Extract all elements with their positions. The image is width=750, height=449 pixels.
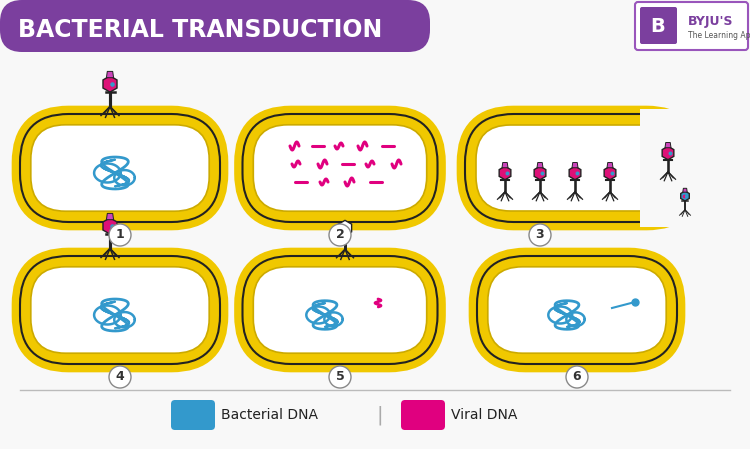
Text: 6: 6 (573, 370, 581, 383)
FancyBboxPatch shape (0, 0, 430, 52)
FancyBboxPatch shape (401, 400, 445, 430)
Polygon shape (572, 163, 578, 168)
Text: BYJU'S: BYJU'S (688, 16, 734, 28)
FancyBboxPatch shape (254, 125, 427, 211)
Circle shape (566, 366, 588, 388)
Text: 4: 4 (116, 370, 124, 383)
Text: The Learning App: The Learning App (688, 31, 750, 40)
Polygon shape (103, 218, 117, 234)
Polygon shape (604, 166, 616, 180)
Polygon shape (682, 188, 687, 192)
Circle shape (329, 224, 351, 246)
Text: |: | (376, 405, 383, 425)
FancyBboxPatch shape (477, 256, 677, 364)
Text: BACTERIAL TRANSDUCTION: BACTERIAL TRANSDUCTION (18, 18, 382, 42)
Text: 3: 3 (536, 229, 544, 242)
Polygon shape (665, 142, 671, 148)
FancyBboxPatch shape (476, 125, 684, 211)
FancyBboxPatch shape (171, 400, 215, 430)
Circle shape (529, 224, 551, 246)
Polygon shape (537, 163, 543, 168)
Polygon shape (106, 71, 113, 78)
Polygon shape (607, 163, 613, 168)
Polygon shape (106, 213, 113, 220)
FancyBboxPatch shape (20, 114, 220, 222)
FancyBboxPatch shape (254, 267, 427, 353)
FancyBboxPatch shape (640, 109, 750, 227)
Polygon shape (569, 166, 580, 180)
Polygon shape (534, 166, 546, 180)
FancyBboxPatch shape (31, 125, 209, 211)
Text: Viral DNA: Viral DNA (451, 408, 518, 422)
Circle shape (109, 366, 131, 388)
FancyBboxPatch shape (242, 114, 437, 222)
Polygon shape (662, 146, 674, 160)
Text: B: B (650, 18, 665, 36)
FancyBboxPatch shape (20, 256, 220, 364)
Polygon shape (500, 166, 511, 180)
Text: 5: 5 (336, 370, 344, 383)
Text: 2: 2 (336, 229, 344, 242)
Circle shape (329, 366, 351, 388)
FancyBboxPatch shape (640, 7, 677, 44)
FancyBboxPatch shape (488, 267, 666, 353)
FancyBboxPatch shape (465, 114, 695, 222)
Text: Bacterial DNA: Bacterial DNA (221, 408, 318, 422)
Text: 1: 1 (116, 229, 124, 242)
Circle shape (109, 224, 131, 246)
FancyBboxPatch shape (242, 256, 437, 364)
FancyBboxPatch shape (31, 267, 209, 353)
FancyBboxPatch shape (635, 2, 748, 50)
Polygon shape (103, 76, 117, 92)
Polygon shape (338, 220, 352, 236)
Polygon shape (681, 191, 689, 201)
Polygon shape (502, 163, 508, 168)
